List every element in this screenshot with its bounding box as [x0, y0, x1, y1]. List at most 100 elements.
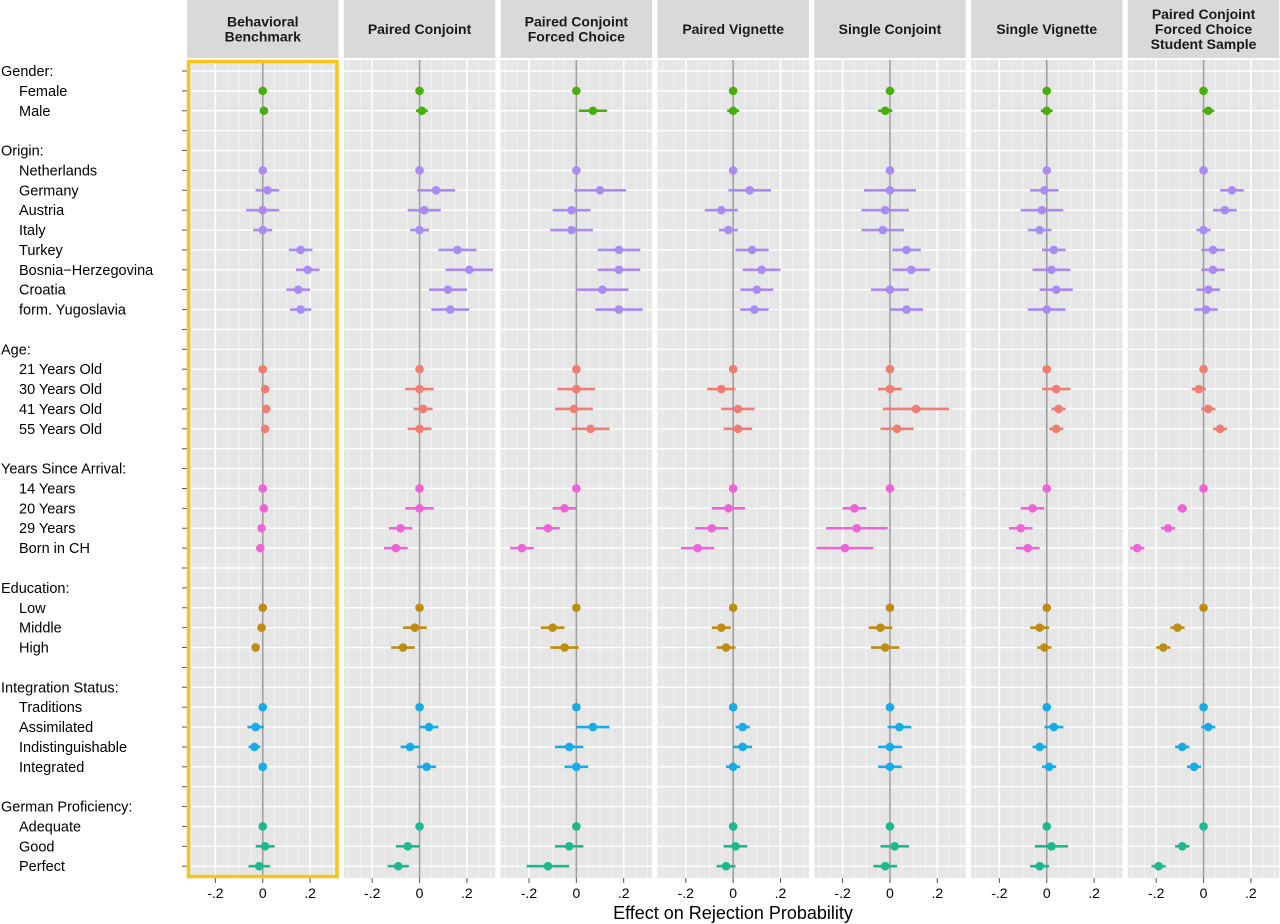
point-estimate — [880, 861, 890, 871]
x-tick-label: -.2 — [1148, 885, 1165, 901]
x-tick-label: 0 — [1200, 885, 1208, 901]
point-estimate — [1016, 523, 1026, 533]
point-estimate — [1203, 106, 1213, 116]
point-estimate — [717, 205, 726, 215]
level-label: Integrated — [19, 760, 84, 776]
point-estimate — [1163, 523, 1173, 533]
point-estimate — [258, 702, 268, 712]
point-estimate — [1199, 702, 1208, 712]
point-estimate — [885, 166, 895, 175]
highlight-frame — [186, 59, 339, 879]
point-estimate — [296, 245, 305, 255]
x-tick-label: -.2 — [678, 885, 695, 901]
point-estimate — [850, 504, 859, 513]
x-tick-label: 0 — [1043, 885, 1051, 901]
point-estimate — [1042, 305, 1052, 314]
point-estimate — [415, 603, 424, 613]
level-label: 14 Years — [19, 481, 75, 497]
point-estimate — [405, 742, 415, 752]
x-tick-label: .2 — [461, 885, 473, 901]
point-estimate — [738, 742, 747, 752]
point-estimate — [1199, 822, 1208, 831]
facet-strip — [343, 0, 496, 58]
point-estimate — [728, 364, 738, 374]
facet-title: Paired Conjoint — [525, 14, 629, 30]
level-label: Netherlands — [19, 163, 97, 179]
facet-strip — [814, 0, 966, 58]
point-estimate — [728, 762, 738, 772]
point-estimate — [1023, 543, 1033, 553]
point-estimate — [572, 702, 581, 712]
point-estimate — [572, 484, 581, 493]
level-label: Born in CH — [19, 541, 90, 557]
facet-panel: Single Vignette -.2 0 .2 — [971, 0, 1123, 901]
point-estimate — [733, 424, 743, 434]
point-estimate — [415, 225, 424, 235]
point-estimate — [1042, 106, 1052, 116]
point-estimate — [614, 305, 624, 314]
point-estimate — [548, 623, 557, 632]
point-estimate — [543, 861, 553, 871]
level-label: Adequate — [19, 819, 81, 835]
point-estimate — [1189, 762, 1199, 772]
point-estimate — [1047, 265, 1056, 275]
level-label: 29 Years — [19, 521, 75, 537]
facet-strip — [500, 0, 653, 58]
point-estimate — [1049, 245, 1059, 255]
point-estimate — [733, 404, 743, 414]
point-estimate — [262, 404, 271, 414]
point-estimate — [911, 404, 921, 414]
point-estimate — [1199, 86, 1208, 96]
point-estimate — [1028, 504, 1037, 513]
point-estimate — [885, 822, 895, 831]
facet-strip — [971, 0, 1123, 58]
facet-title: Paired Vignette — [682, 21, 784, 37]
point-estimate — [260, 424, 270, 434]
point-estimate — [750, 305, 759, 314]
x-tick-label: .2 — [931, 885, 943, 901]
level-label: Croatia — [19, 283, 67, 299]
point-estimate — [258, 86, 268, 96]
point-estimate — [419, 205, 429, 215]
point-estimate — [415, 86, 424, 96]
point-estimate — [721, 861, 731, 871]
group-title: Education: — [1, 581, 70, 597]
point-estimate — [588, 106, 598, 116]
point-estimate — [260, 842, 270, 851]
x-tick-label: 0 — [259, 885, 267, 901]
point-estimate — [745, 185, 755, 195]
level-label: Traditions — [19, 700, 82, 716]
point-estimate — [892, 424, 902, 434]
group-title: Years Since Arrival: — [1, 462, 126, 478]
point-estimate — [415, 384, 424, 394]
point-estimate — [878, 225, 888, 235]
point-estimate — [1199, 225, 1208, 235]
x-tick-label: 0 — [572, 885, 580, 901]
point-estimate — [1037, 205, 1047, 215]
point-estimate — [885, 603, 895, 613]
point-estimate — [586, 424, 595, 434]
point-estimate — [885, 742, 895, 752]
point-estimate — [564, 842, 574, 851]
level-label: 41 Years Old — [19, 402, 102, 418]
point-estimate — [885, 86, 895, 96]
facet-title: Behavioral — [227, 14, 299, 30]
point-estimate — [1054, 404, 1063, 414]
facet-strip — [657, 0, 809, 58]
level-label: Germany — [19, 183, 79, 199]
point-estimate — [293, 285, 303, 294]
point-estimate — [567, 205, 576, 215]
point-estimate — [721, 643, 731, 652]
point-estimate — [1040, 185, 1049, 195]
point-estimate — [724, 504, 733, 513]
point-estimate — [415, 822, 424, 831]
x-tick-label: -.2 — [207, 885, 224, 901]
point-estimate — [840, 543, 850, 553]
point-estimate — [258, 205, 268, 215]
point-estimate — [880, 205, 890, 215]
point-estimate — [1220, 205, 1230, 215]
point-estimate — [564, 742, 574, 752]
level-label: Good — [19, 839, 54, 855]
facet-title: Benchmark — [225, 29, 301, 45]
